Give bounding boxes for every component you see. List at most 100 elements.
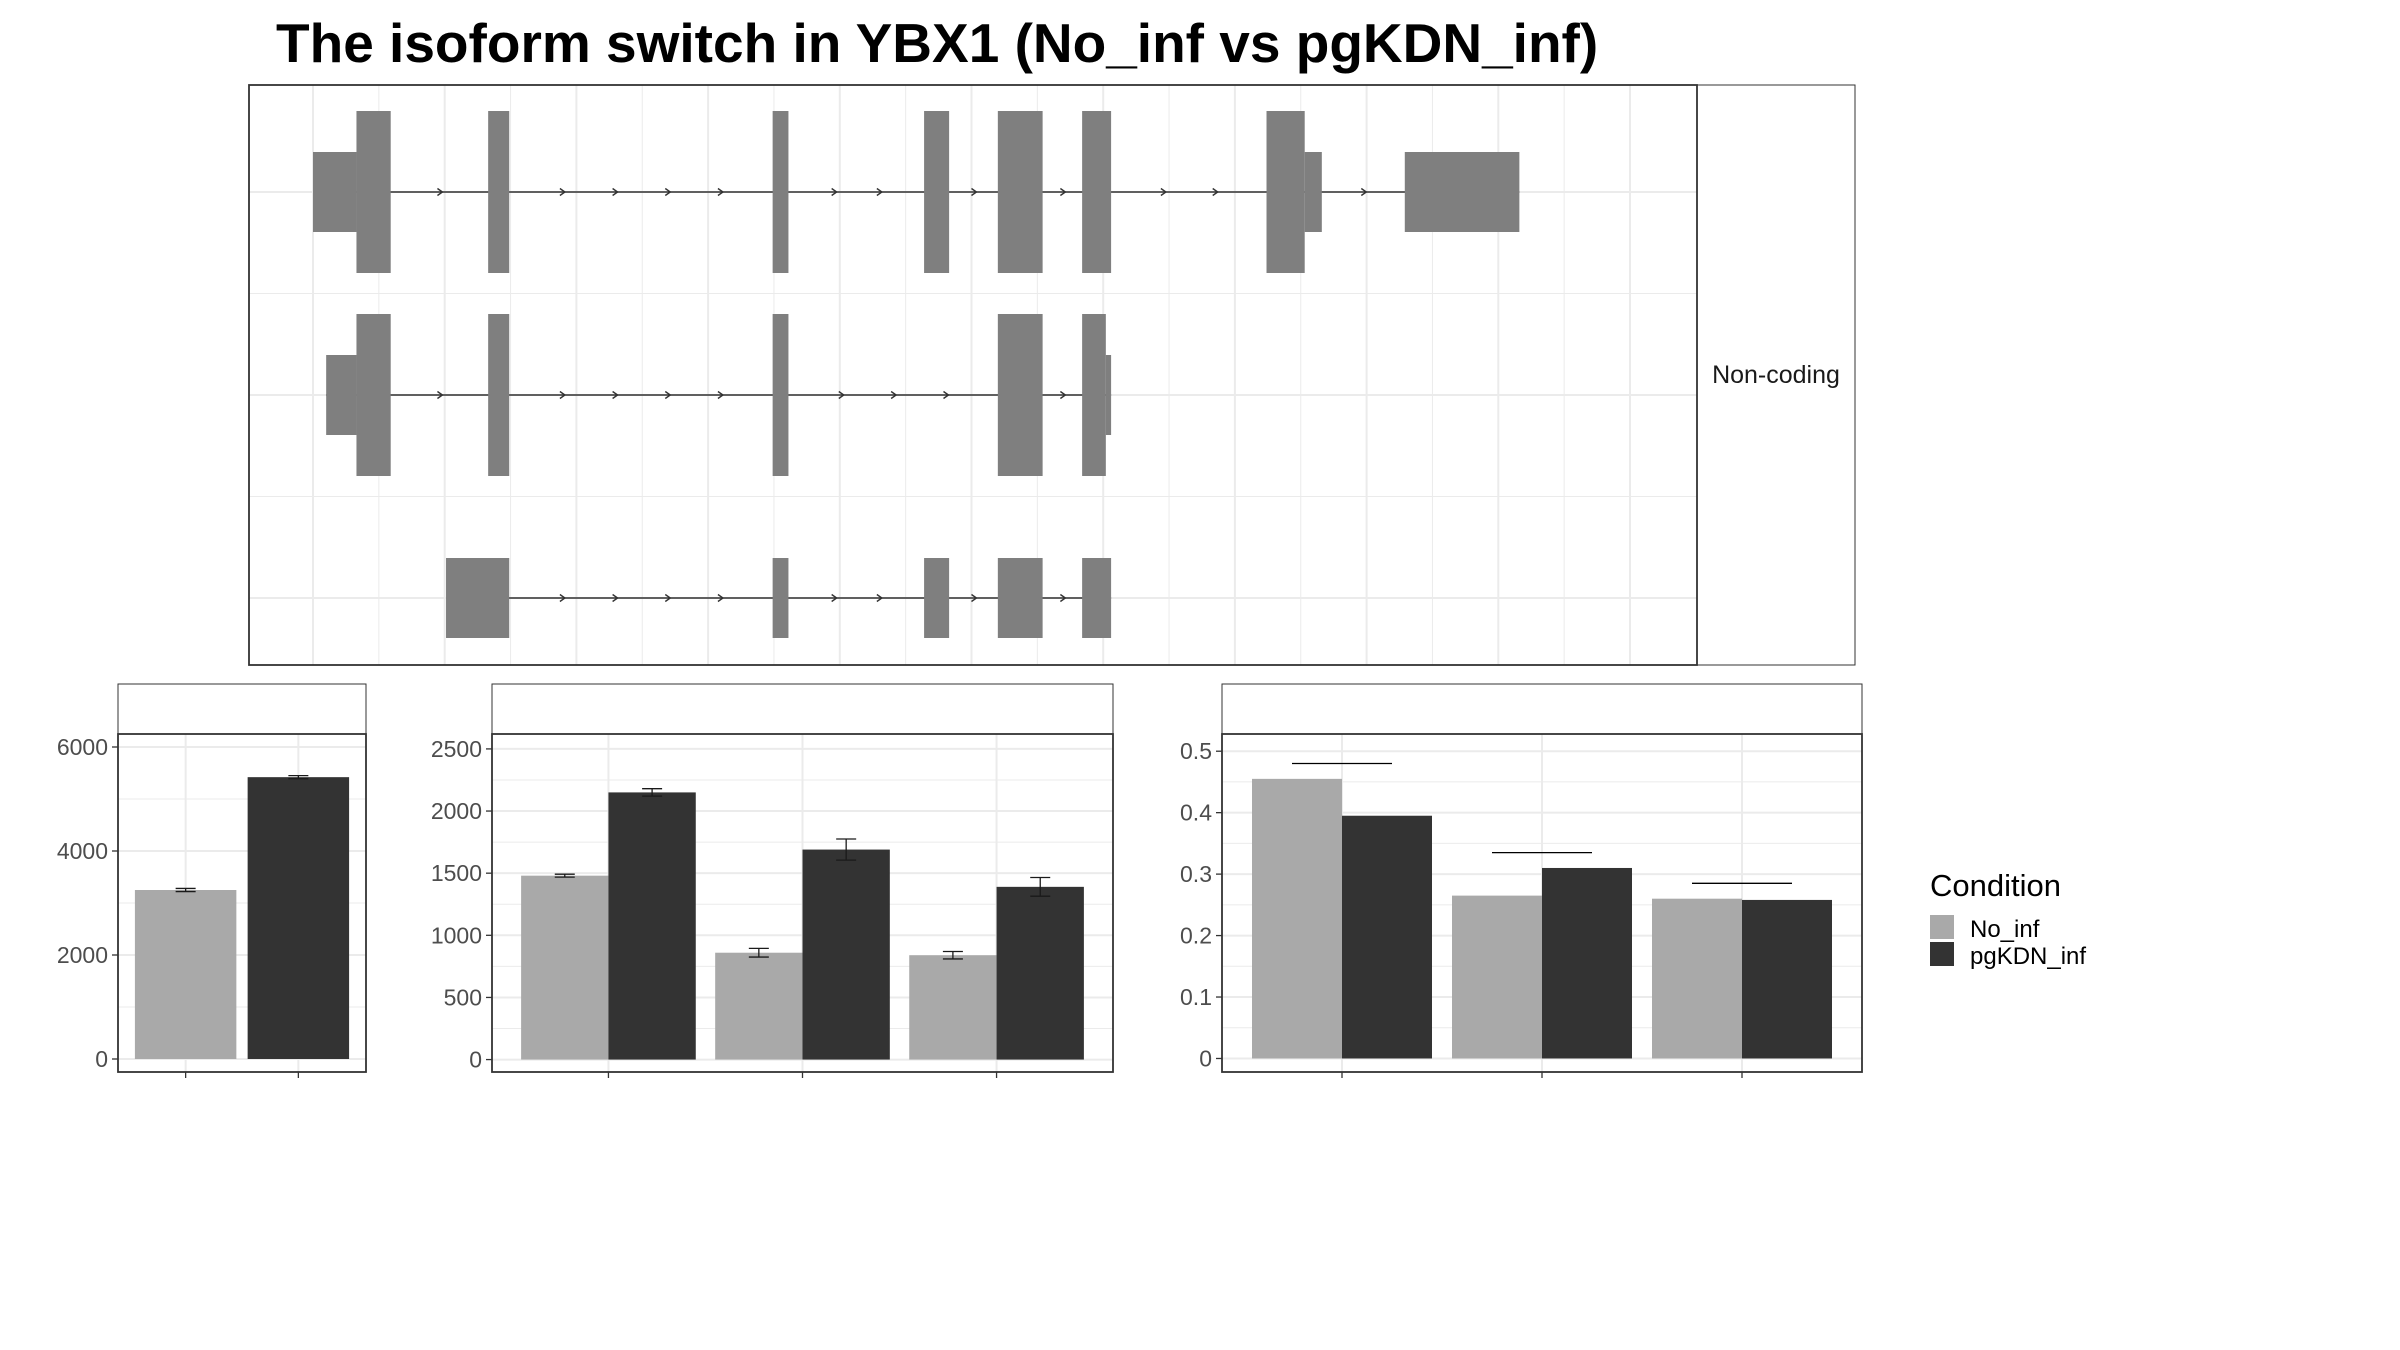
error-bar — [1030, 876, 1051, 897]
panel-border — [117, 733, 367, 1073]
intron-arrow — [612, 390, 619, 400]
exon-block-cds — [488, 111, 510, 273]
legend-title: Condition — [1930, 868, 2061, 903]
exon-block-utr — [313, 152, 357, 232]
error-bar — [748, 947, 769, 958]
intron-arrow — [971, 187, 978, 197]
intron-arrow — [612, 593, 619, 603]
intron-arrow — [890, 390, 898, 400]
bar-ENST00000332220-pgKDN_inf — [1542, 867, 1632, 1059]
exon-block-cds — [772, 111, 789, 273]
y-tick-label: 0.2 — [1180, 923, 1212, 949]
y-tick-label: 2500 — [431, 736, 482, 762]
error-bar — [288, 774, 309, 780]
intron-arrow — [717, 593, 725, 603]
error-bar — [836, 838, 857, 861]
bar-ENST00000321358-No_inf — [521, 875, 609, 1060]
intron-arrow — [664, 390, 672, 400]
exon-block-utr — [1105, 355, 1112, 435]
y-tick-label: 2000 — [57, 942, 108, 968]
intron-arrow — [559, 187, 567, 197]
bar-ENST00000332220-No_inf — [1452, 895, 1542, 1059]
error-bar — [642, 788, 663, 797]
intron-arrow — [943, 390, 950, 400]
exon-block-utr — [997, 558, 1043, 638]
intron-arrow — [717, 390, 725, 400]
y-tick-label: 2000 — [431, 798, 482, 824]
exon-block-utr — [446, 558, 510, 638]
legend-label-pgkdn-inf: pgKDN_inf — [1970, 943, 2086, 970]
error-bar — [554, 873, 575, 878]
structure-transcripts — [313, 111, 1520, 638]
intron-arrow — [876, 593, 884, 603]
exon-block-cds — [997, 314, 1043, 476]
intron-arrow — [1059, 390, 1067, 400]
intron-arrow — [831, 187, 838, 197]
panel-strip — [117, 683, 367, 735]
bar-ENST00000321358-pgKDN_inf — [1342, 815, 1432, 1059]
error-bar — [942, 950, 963, 960]
intron-arrow — [876, 187, 884, 197]
y-tick-label: 0 — [95, 1046, 108, 1072]
intron-arrow — [1360, 187, 1368, 197]
bar-panel-2: 0 0.1 0.2 0.3 0.4 0.5 — [1180, 683, 1863, 1078]
bar-panel-0: 0 2000 4000 6000 — [57, 683, 367, 1078]
legend-label-no-inf: No_inf — [1970, 916, 2040, 943]
bar-ENST00000467957-pgKDN_inf — [996, 886, 1084, 1060]
legend-key-pgkdn-inf — [1930, 942, 1954, 966]
exon-block-utr — [326, 355, 357, 435]
y-tick-label: 0.4 — [1180, 800, 1212, 826]
exon-block-utr — [924, 558, 950, 638]
y-tick-label: 0.3 — [1180, 861, 1212, 887]
bar-ENST00000332220-pgKDN_inf — [802, 849, 890, 1060]
y-tick-label: 1000 — [431, 922, 482, 948]
bar-ENST00000321358-No_inf — [1252, 778, 1342, 1059]
intron-arrow — [1160, 187, 1168, 197]
y-tick-label: 1500 — [431, 860, 482, 886]
intron-arrow — [971, 593, 978, 603]
intron-arrow — [437, 390, 444, 400]
y-tick-label: 6000 — [57, 734, 108, 760]
intron-arrow — [717, 187, 725, 197]
panel-strip — [1221, 683, 1863, 735]
bar-ENST00000332220-No_inf — [715, 952, 803, 1060]
bar-ENST00000321358-pgKDN_inf — [608, 792, 696, 1060]
exon-block-cds — [356, 111, 391, 273]
exon-block-cds — [356, 314, 391, 476]
exon-block-utr — [772, 558, 789, 638]
y-tick-label: 4000 — [57, 838, 108, 864]
bar-panels: 0 2000 4000 6000 0 500 1000 1500 2000 2500 0 0.1 0.2… — [57, 683, 1863, 1078]
exon-block-cds — [1082, 111, 1112, 273]
intron-arrow — [559, 593, 567, 603]
y-tick-label: 0 — [1199, 1045, 1212, 1071]
error-bar — [175, 887, 196, 893]
bar-panel-1: 0 500 1000 1500 2000 2500 — [431, 683, 1114, 1078]
exon-block-utr — [1404, 152, 1520, 232]
y-tick-label: 0.5 — [1180, 738, 1212, 764]
exon-block-cds — [1082, 314, 1106, 476]
exon-block-utr — [1304, 152, 1322, 232]
structure-panel-border — [248, 84, 1698, 666]
y-tick-label: 0.1 — [1180, 984, 1212, 1010]
bar-No_inf — [134, 890, 237, 1059]
structure-strip — [1696, 84, 1856, 666]
bar-ENST00000467957-No_inf — [1652, 898, 1742, 1059]
legend-key-no-inf — [1930, 915, 1954, 939]
bar-pgKDN_inf — [247, 777, 350, 1059]
intron-arrow — [1059, 593, 1067, 603]
intron-arrow — [612, 187, 619, 197]
exon-block-cds — [924, 111, 950, 273]
intron-arrow — [559, 390, 567, 400]
intron-arrow — [1059, 187, 1067, 197]
structure-strip-label: Non-coding — [1712, 361, 1840, 389]
panel-strip — [491, 683, 1114, 735]
exon-block-cds — [488, 314, 510, 476]
y-tick-label: 500 — [444, 984, 482, 1010]
legend: Condition No_inf pgKDN_inf — [1930, 868, 2086, 970]
bar-ENST00000467957-pgKDN_inf — [1742, 899, 1832, 1059]
structure-panel: Non-coding — [248, 84, 1856, 666]
intron-arrow — [664, 187, 672, 197]
y-tick-label: 0 — [469, 1047, 482, 1073]
bar-ENST00000467957-No_inf — [909, 955, 997, 1060]
